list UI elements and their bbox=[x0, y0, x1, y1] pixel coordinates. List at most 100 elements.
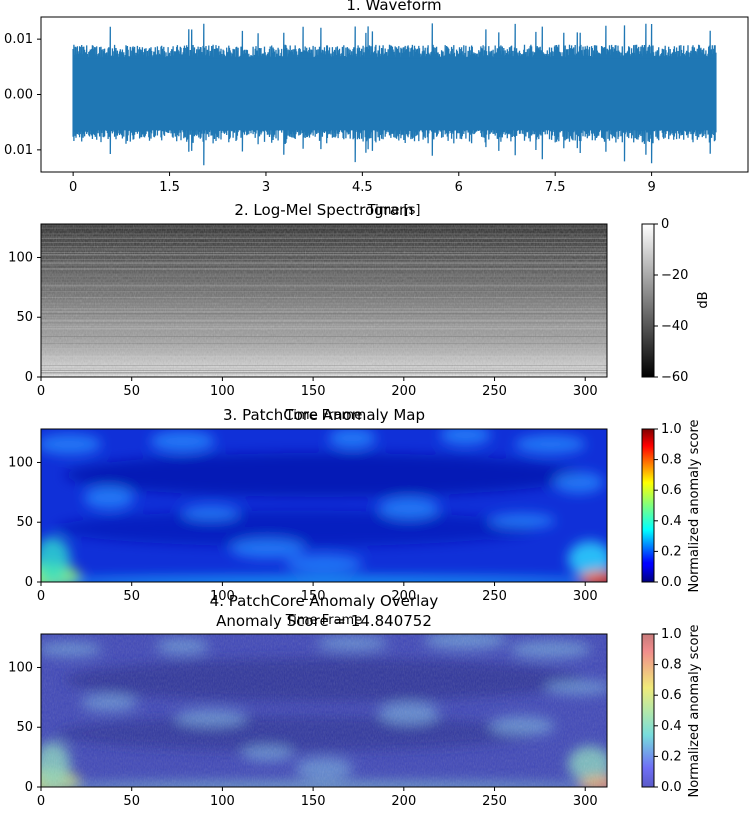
colorbar-tick-label: 0.8 bbox=[661, 658, 682, 673]
x-tick-label: 100 bbox=[210, 794, 235, 809]
colorbar-tick-label: 0.0 bbox=[661, 780, 682, 795]
colorbar-tick-label: 0.2 bbox=[661, 749, 682, 764]
y-tick-label: 50 bbox=[16, 720, 33, 735]
spectrogram-x-label: Time Frame bbox=[285, 408, 362, 423]
anomaly-blob bbox=[41, 576, 607, 582]
x-tick-label: 0 bbox=[69, 180, 77, 195]
colorbar-tick-label: 1.0 bbox=[661, 627, 682, 642]
anomaly-map-colorbar-label: Normalized anomaly score bbox=[687, 419, 702, 592]
spectrogram-colorbar-ticks: 0 −20 −40 −60 bbox=[654, 217, 688, 385]
waveform-title: 1. Waveform bbox=[346, 0, 441, 14]
anomaly-map-title: 3. PatchCore Anomaly Map bbox=[223, 406, 425, 424]
spectrogram-colorbar bbox=[641, 223, 655, 378]
x-tick-label: 4.5 bbox=[352, 180, 373, 195]
x-tick-label: 200 bbox=[391, 794, 416, 809]
anomaly-blob bbox=[229, 538, 305, 559]
overlay-y-ticks: 0 50 100 bbox=[8, 660, 41, 795]
x-tick-label: 250 bbox=[482, 794, 507, 809]
waveform-core bbox=[73, 58, 716, 131]
y-tick-label: 0 bbox=[25, 780, 33, 795]
anomaly-blob bbox=[182, 505, 240, 521]
x-tick-label: 50 bbox=[123, 794, 140, 809]
y-tick-label: 0.00 bbox=[4, 88, 33, 103]
x-tick-label: 100 bbox=[210, 589, 235, 604]
spectrogram-image bbox=[41, 224, 607, 377]
y-tick-label: 100 bbox=[8, 455, 33, 470]
anomaly-blob bbox=[285, 554, 363, 573]
colorbar-tick-label: 0 bbox=[661, 217, 669, 232]
x-tick-label: 300 bbox=[573, 794, 598, 809]
anomaly-blob bbox=[439, 429, 492, 446]
x-tick-label: 50 bbox=[123, 384, 140, 399]
anomaly-blob bbox=[514, 434, 586, 454]
overlay-colorbar-ticks: 0.0 0.2 0.4 0.6 0.8 1.0 bbox=[654, 627, 682, 795]
anomaly-blob bbox=[55, 510, 536, 547]
x-tick-label: 250 bbox=[482, 589, 507, 604]
overlay-panel: 4. PatchCore Anomaly Overlay Anomaly Sco… bbox=[8, 592, 702, 809]
x-tick-label: 150 bbox=[301, 384, 326, 399]
colorbar-tick-label: 0.8 bbox=[661, 453, 682, 468]
x-tick-label: 50 bbox=[123, 589, 140, 604]
x-tick-label: 150 bbox=[301, 589, 326, 604]
waveform-y-ticks: 0.01 0.00 0.01 bbox=[4, 32, 41, 158]
spectrogram-panel: 2. Log-Mel Spectrogram 0 50 100 150 200 250 30… bbox=[8, 201, 711, 423]
anomaly-blob bbox=[83, 486, 135, 510]
x-tick-label: 9 bbox=[647, 180, 655, 195]
anomaly-map-x-label: Time Frame bbox=[285, 613, 362, 628]
x-tick-label: 0 bbox=[37, 794, 45, 809]
anomaly-blob bbox=[553, 471, 604, 494]
y-tick-label: 50 bbox=[16, 310, 33, 325]
y-tick-label: 0.01 bbox=[4, 143, 33, 158]
anomaly-map-image bbox=[41, 429, 607, 582]
colorbar-tick-label: 0.2 bbox=[661, 544, 682, 559]
overlay-title: 4. PatchCore Anomaly Overlay bbox=[210, 592, 439, 610]
anomaly-blob bbox=[150, 430, 215, 453]
colorbar-tick-label: −20 bbox=[661, 268, 688, 283]
anomaly-map-colorbar bbox=[641, 428, 655, 583]
anomaly-map-y-ticks: 0 50 100 bbox=[8, 455, 41, 590]
colorbar-tick-label: −60 bbox=[661, 370, 688, 385]
y-tick-label: 50 bbox=[16, 515, 33, 530]
colorbar-tick-label: 0.0 bbox=[661, 575, 682, 590]
anomaly-blob bbox=[568, 541, 607, 578]
anomaly-map-x-ticks: 0 50 100 150 200 250 300 bbox=[37, 582, 598, 604]
colorbar-tick-label: 1.0 bbox=[661, 422, 682, 437]
anomaly-blob bbox=[41, 537, 71, 582]
y-tick-label: 100 bbox=[8, 660, 33, 675]
colorbar-tick-label: 0.4 bbox=[661, 719, 682, 734]
colorbar-tick-label: 0.6 bbox=[661, 483, 682, 498]
colorbar-tick-label: −40 bbox=[661, 319, 688, 334]
x-tick-label: 150 bbox=[301, 794, 326, 809]
overlay-axes-frame bbox=[40, 633, 608, 788]
waveform-x-ticks: 0 1.5 3 4.5 6 7.5 9 bbox=[69, 172, 656, 195]
anomaly-map-axes-frame bbox=[40, 428, 608, 583]
spectrogram-axes-frame bbox=[40, 223, 608, 378]
waveform-panel: 1. Waveform 0 1.5 3 4.5 6 7.5 9 0.01 0.00 0.01 T… bbox=[4, 0, 749, 218]
x-tick-label: 200 bbox=[391, 589, 416, 604]
anomaly-blob bbox=[597, 575, 607, 582]
overlay-colorbar-label: Normalized anomaly score bbox=[687, 624, 702, 797]
overlay-subtitle: Anomaly Score = 14.840752 bbox=[216, 612, 432, 630]
spectrogram-colorbar-label: dB bbox=[696, 291, 711, 308]
x-tick-label: 100 bbox=[210, 384, 235, 399]
anomaly-blob bbox=[41, 433, 102, 455]
x-tick-label: 7.5 bbox=[545, 180, 566, 195]
waveform-x-label: Time [s] bbox=[367, 203, 421, 218]
y-tick-label: 0 bbox=[25, 575, 33, 590]
y-tick-label: 0.01 bbox=[4, 32, 33, 47]
anomaly-map-colorbar-ticks: 0.0 0.2 0.4 0.6 0.8 1.0 bbox=[654, 422, 682, 590]
x-tick-label: 3 bbox=[262, 180, 270, 195]
colorbar-tick-label: 0.6 bbox=[661, 688, 682, 703]
x-tick-label: 0 bbox=[37, 384, 45, 399]
x-tick-label: 250 bbox=[482, 384, 507, 399]
colorbar-tick-label: 0.4 bbox=[661, 514, 682, 529]
x-tick-label: 300 bbox=[573, 384, 598, 399]
spectrogram-x-ticks: 0 50 100 150 200 250 300 bbox=[37, 377, 598, 399]
spectrogram-y-ticks: 0 50 100 bbox=[8, 250, 41, 385]
overlay-colorbar bbox=[641, 633, 655, 788]
anomaly-blob bbox=[64, 452, 584, 497]
overlay-image bbox=[41, 634, 607, 787]
x-tick-label: 300 bbox=[573, 589, 598, 604]
y-tick-label: 0 bbox=[25, 370, 33, 385]
